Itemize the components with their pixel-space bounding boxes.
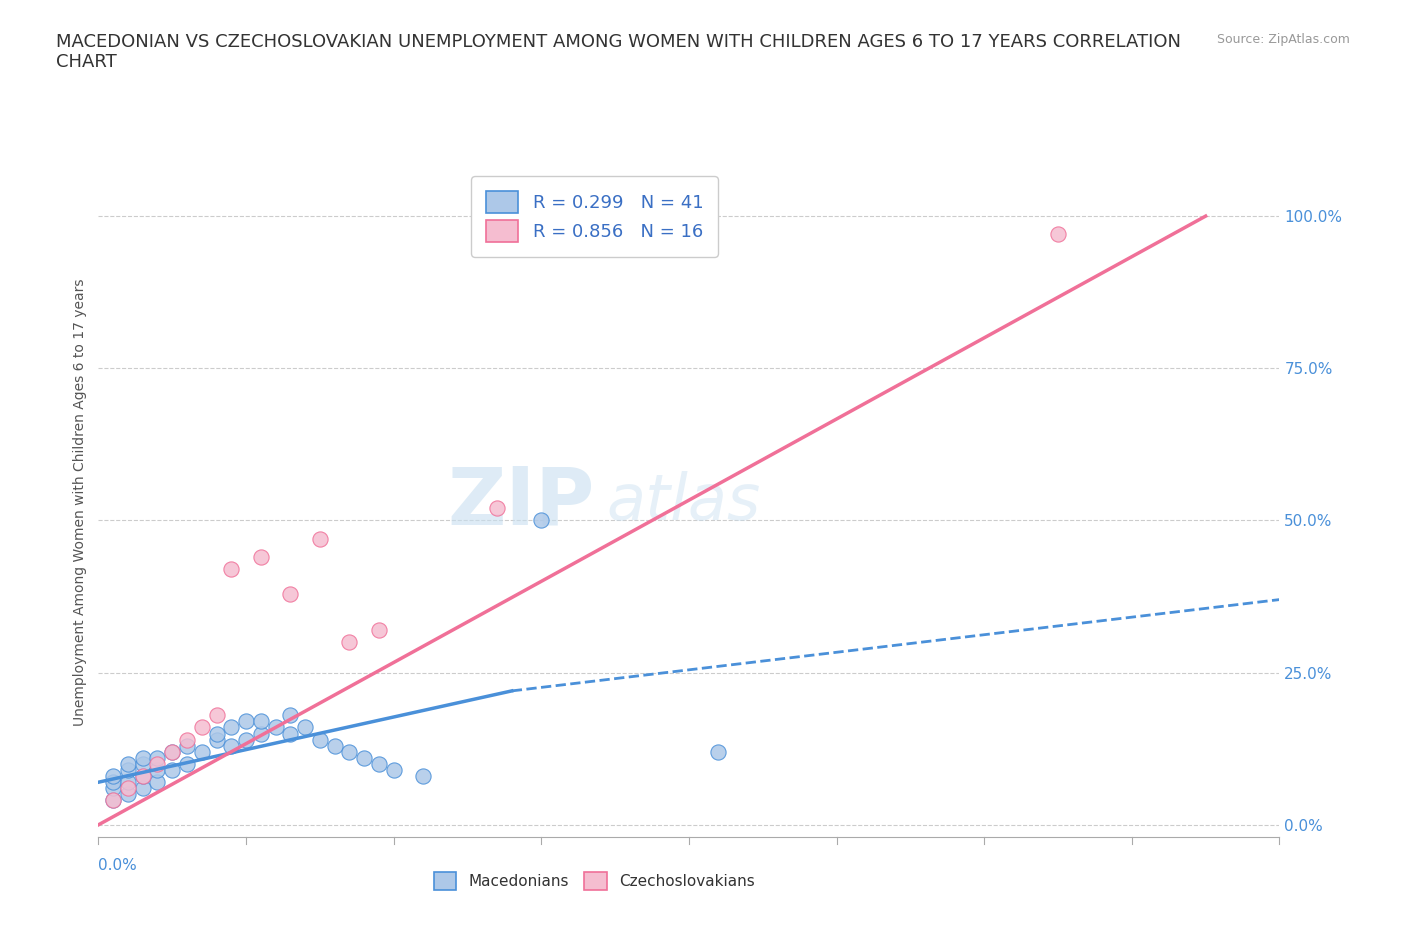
Point <box>235 714 257 729</box>
Point <box>162 744 183 759</box>
Text: atlas: atlas <box>606 472 761 533</box>
Point <box>191 720 214 735</box>
Point <box>103 793 124 808</box>
Point <box>278 708 301 723</box>
Point <box>117 781 139 796</box>
Point <box>132 769 155 784</box>
Point <box>132 781 155 796</box>
Point <box>264 720 287 735</box>
Point <box>146 763 169 777</box>
Point <box>367 756 389 771</box>
Point <box>132 769 155 784</box>
Point <box>176 756 198 771</box>
Point <box>294 720 316 735</box>
Point <box>278 726 301 741</box>
Text: Source: ZipAtlas.com: Source: ZipAtlas.com <box>1216 33 1350 46</box>
Point <box>250 726 273 741</box>
Point <box>337 635 360 650</box>
Point <box>117 763 139 777</box>
Point <box>162 763 183 777</box>
Text: ZIP: ZIP <box>447 463 595 541</box>
Text: 0.0%: 0.0% <box>98 858 138 873</box>
Point <box>146 756 169 771</box>
Point <box>176 738 198 753</box>
Point <box>367 622 389 637</box>
Y-axis label: Unemployment Among Women with Children Ages 6 to 17 years: Unemployment Among Women with Children A… <box>73 278 87 726</box>
Point <box>205 708 228 723</box>
Point <box>146 775 169 790</box>
Point <box>412 769 434 784</box>
Point <box>205 726 228 741</box>
Point <box>205 732 228 747</box>
Point <box>103 793 124 808</box>
Point <box>485 501 508 516</box>
Point <box>353 751 375 765</box>
Point <box>707 744 730 759</box>
Legend: Macedonians, Czechoslovakians: Macedonians, Czechoslovakians <box>427 866 762 897</box>
Text: MACEDONIAN VS CZECHOSLOVAKIAN UNEMPLOYMENT AMONG WOMEN WITH CHILDREN AGES 6 TO 1: MACEDONIAN VS CZECHOSLOVAKIAN UNEMPLOYME… <box>56 33 1181 72</box>
Point <box>103 775 124 790</box>
Point <box>250 714 273 729</box>
Point <box>219 720 242 735</box>
Point <box>103 769 124 784</box>
Point <box>191 744 214 759</box>
Point <box>308 732 332 747</box>
Point <box>382 763 405 777</box>
Point <box>323 738 346 753</box>
Point <box>219 738 242 753</box>
Point <box>132 756 155 771</box>
Point <box>308 531 332 546</box>
Point <box>1046 227 1069 242</box>
Point <box>278 586 301 601</box>
Point <box>132 751 155 765</box>
Point <box>176 732 198 747</box>
Point <box>103 781 124 796</box>
Point <box>337 744 360 759</box>
Point <box>117 775 139 790</box>
Point <box>530 513 553 528</box>
Point <box>117 756 139 771</box>
Point <box>250 550 273 565</box>
Point <box>117 787 139 802</box>
Point <box>235 732 257 747</box>
Point <box>219 562 242 577</box>
Point <box>162 744 183 759</box>
Point <box>146 751 169 765</box>
